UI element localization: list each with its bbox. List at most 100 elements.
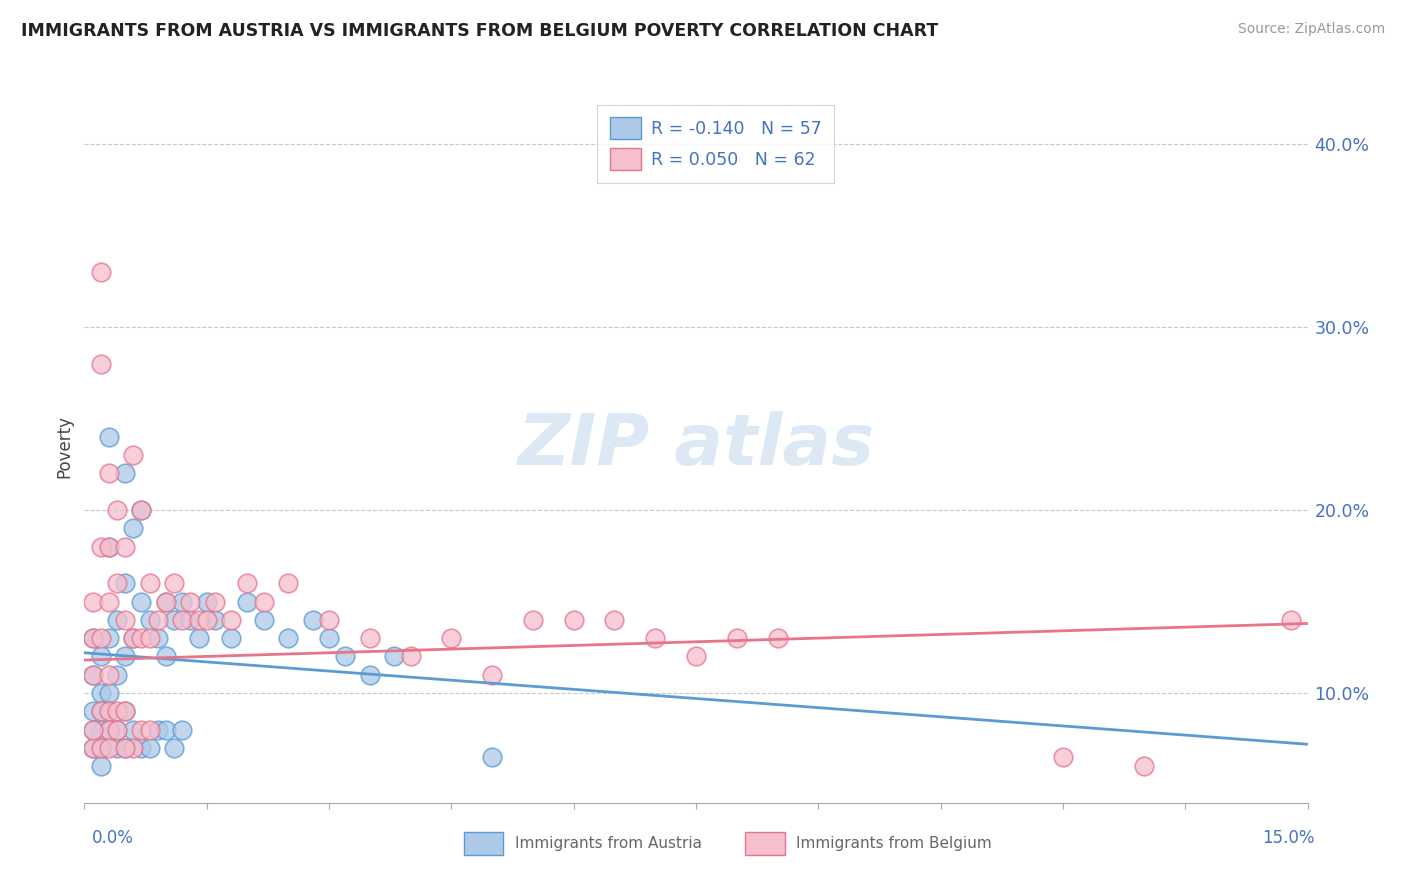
- Point: [481, 750, 503, 764]
- Point: [114, 576, 136, 591]
- Point: [725, 631, 748, 645]
- Point: [131, 723, 153, 737]
- Point: [82, 631, 104, 645]
- Point: [138, 723, 160, 737]
- Point: [114, 704, 136, 718]
- Point: [131, 503, 153, 517]
- Point: [146, 631, 169, 645]
- Point: [122, 521, 145, 535]
- Point: [90, 265, 112, 279]
- Text: ZIP atlas: ZIP atlas: [517, 411, 875, 481]
- Point: [114, 540, 136, 554]
- Point: [644, 631, 666, 645]
- Point: [522, 613, 544, 627]
- Point: [97, 594, 120, 608]
- Point: [163, 740, 186, 755]
- Text: IMMIGRANTS FROM AUSTRIA VS IMMIGRANTS FROM BELGIUM POVERTY CORRELATION CHART: IMMIGRANTS FROM AUSTRIA VS IMMIGRANTS FR…: [21, 22, 938, 40]
- Point: [114, 740, 136, 755]
- Point: [138, 631, 160, 645]
- Point: [219, 613, 242, 627]
- Point: [685, 649, 707, 664]
- Point: [97, 667, 120, 681]
- Point: [97, 430, 120, 444]
- Text: Immigrants from Belgium: Immigrants from Belgium: [796, 836, 991, 851]
- Point: [97, 704, 120, 718]
- Point: [1279, 613, 1302, 627]
- Point: [146, 723, 169, 737]
- Point: [114, 467, 136, 481]
- Point: [90, 540, 112, 554]
- Point: [114, 704, 136, 718]
- Point: [562, 613, 585, 627]
- Point: [131, 503, 153, 517]
- Point: [179, 594, 201, 608]
- Point: [122, 740, 145, 755]
- Point: [97, 723, 120, 737]
- Point: [114, 649, 136, 664]
- Point: [1052, 750, 1074, 764]
- Point: [172, 613, 194, 627]
- Point: [155, 649, 177, 664]
- Point: [138, 740, 160, 755]
- Point: [318, 613, 340, 627]
- Point: [131, 740, 153, 755]
- Point: [1133, 759, 1156, 773]
- Point: [155, 723, 177, 737]
- Point: [187, 613, 209, 627]
- Point: [90, 740, 112, 755]
- Point: [204, 613, 226, 627]
- Point: [253, 613, 276, 627]
- Point: [82, 723, 104, 737]
- Point: [318, 631, 340, 645]
- Point: [219, 631, 242, 645]
- Point: [155, 594, 177, 608]
- Point: [82, 740, 104, 755]
- Point: [97, 704, 120, 718]
- Point: [122, 631, 145, 645]
- Point: [195, 594, 218, 608]
- Point: [131, 631, 153, 645]
- Point: [90, 740, 112, 755]
- Point: [172, 594, 194, 608]
- Point: [105, 723, 128, 737]
- Point: [277, 576, 299, 591]
- Point: [105, 723, 128, 737]
- Point: [481, 667, 503, 681]
- Point: [399, 649, 422, 664]
- Point: [114, 613, 136, 627]
- Point: [301, 613, 323, 627]
- Point: [82, 704, 104, 718]
- Point: [90, 704, 112, 718]
- Point: [105, 503, 128, 517]
- Point: [90, 649, 112, 664]
- Point: [187, 631, 209, 645]
- Point: [105, 740, 128, 755]
- Point: [97, 686, 120, 700]
- Point: [105, 576, 128, 591]
- Point: [236, 594, 259, 608]
- Point: [122, 448, 145, 462]
- Text: 15.0%: 15.0%: [1263, 829, 1315, 847]
- Point: [82, 723, 104, 737]
- Point: [603, 613, 626, 627]
- Point: [335, 649, 357, 664]
- Point: [172, 723, 194, 737]
- Point: [155, 594, 177, 608]
- Text: Immigrants from Austria: Immigrants from Austria: [515, 836, 702, 851]
- Point: [97, 723, 120, 737]
- Point: [138, 613, 160, 627]
- Point: [97, 540, 120, 554]
- Point: [90, 723, 112, 737]
- Point: [277, 631, 299, 645]
- Point: [122, 723, 145, 737]
- Point: [90, 704, 112, 718]
- Point: [105, 704, 128, 718]
- Y-axis label: Poverty: Poverty: [55, 415, 73, 477]
- Point: [204, 594, 226, 608]
- Point: [105, 613, 128, 627]
- Point: [105, 667, 128, 681]
- Point: [122, 631, 145, 645]
- Point: [766, 631, 789, 645]
- Point: [131, 594, 153, 608]
- Point: [146, 613, 169, 627]
